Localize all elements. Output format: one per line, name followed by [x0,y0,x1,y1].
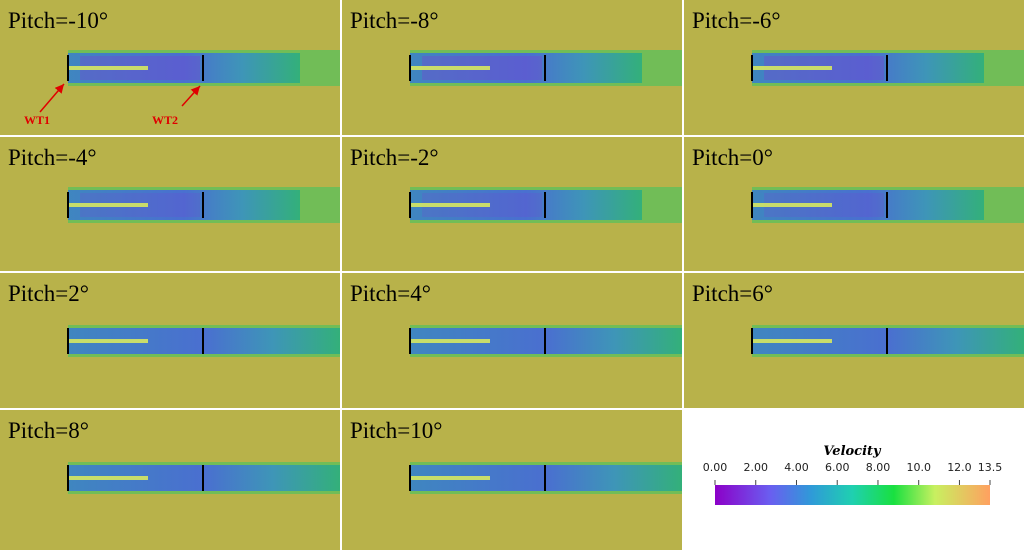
colorbar-tick-label: 12.0 [947,461,972,474]
colorbar: Velocity 0.00 2.00 4.00 6.00 8.00 10.0 12.0 13.… [703,444,1003,505]
panel: Pitch=6° [684,273,1024,408]
arrow [181,85,201,107]
colorbar-tick-label: 6.00 [825,461,850,474]
panel: Pitch=0° [684,137,1024,271]
panel: Pitch=8° [0,410,340,550]
panel-label: Pitch=-10° [8,8,108,33]
colorbar-tick-label: 2.00 [743,461,768,474]
center-jet [410,339,490,343]
wt1-label: WT1 [24,113,50,127]
colorbar-tick-label: 13.5 [978,461,1003,474]
center-jet [68,476,148,480]
panel-label: Pitch=-8° [350,8,439,33]
arrow [39,83,65,113]
center-jet [68,66,148,70]
colorbar-tick-label: 0.00 [703,461,728,474]
panel-label: Pitch=6° [692,281,773,306]
panel-label: Pitch=10° [350,418,442,443]
colorbar-tick-label: 4.00 [784,461,809,474]
panel: Pitch=2° [0,273,340,408]
annotations: WT1 WT2 [24,83,201,127]
panel: Pitch=-10° [0,0,340,135]
panel-label: Pitch=-6° [692,8,781,33]
panel: Pitch=10° [342,410,682,550]
center-jet [752,66,832,70]
panel-label: Pitch=-4° [8,145,97,170]
center-jet [68,203,148,207]
panel-label: Pitch=8° [8,418,89,443]
panel-label: Pitch=0° [692,145,773,170]
center-jet [752,339,832,343]
panel-label: Pitch=-2° [350,145,439,170]
colorbar-tick-label: 10.0 [906,461,931,474]
panel: Pitch=-4° [0,137,340,271]
colorbar-gradient [715,485,990,505]
panel: Pitch=4° [342,273,682,408]
center-jet [410,476,490,480]
colorbar-tick-label: 8.00 [866,461,891,474]
center-jet [410,203,490,207]
colorbar-title: Velocity [823,444,882,459]
panel: Pitch=-2° [342,137,682,271]
center-jet [410,66,490,70]
wt2-label: WT2 [152,113,178,127]
panel: Pitch=-6° [684,0,1024,135]
panel-label: Pitch=2° [8,281,89,306]
center-jet [68,339,148,343]
panel-label: Pitch=4° [350,281,431,306]
panel: Pitch=-8° [342,0,682,135]
center-jet [752,203,832,207]
